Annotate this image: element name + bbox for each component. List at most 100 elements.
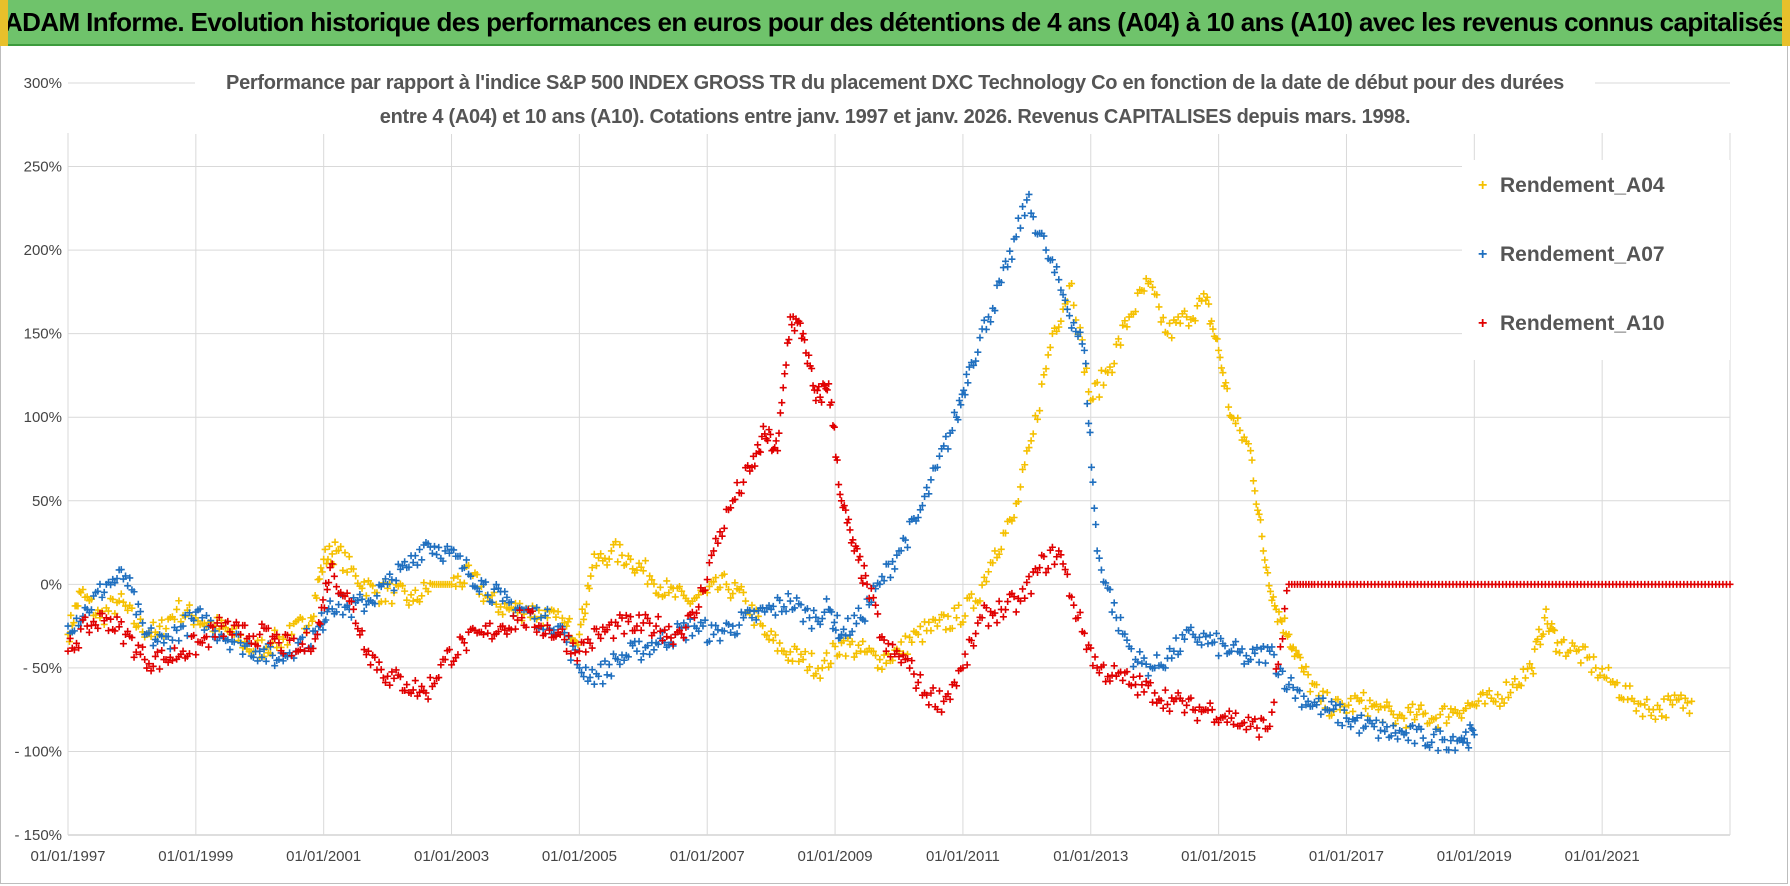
- data-point: [230, 638, 238, 646]
- data-point: [978, 581, 986, 589]
- data-point: [955, 601, 963, 609]
- data-point: [1255, 510, 1263, 518]
- data-point: [352, 619, 360, 627]
- data-point: [959, 664, 967, 672]
- data-point: [867, 598, 875, 606]
- data-point: [1677, 691, 1685, 699]
- data-point: [1436, 711, 1444, 719]
- data-point: [776, 596, 784, 604]
- data-point: [1270, 651, 1278, 659]
- data-point: [808, 649, 816, 657]
- data-point: [904, 655, 912, 663]
- data-point: [710, 630, 718, 638]
- data-point: [1432, 714, 1440, 722]
- data-point: [1470, 731, 1478, 739]
- data-point: [1411, 716, 1419, 724]
- data-point: [701, 586, 709, 594]
- data-point: [1304, 697, 1312, 705]
- data-point: [1195, 703, 1203, 711]
- data-point: [552, 632, 560, 640]
- data-point: [288, 652, 296, 660]
- data-point: [582, 648, 590, 656]
- data-point: [104, 607, 112, 615]
- y-tick-label: - 50%: [23, 660, 62, 677]
- data-point: [737, 489, 745, 497]
- data-point: [1232, 419, 1240, 427]
- data-point: [1507, 689, 1515, 697]
- data-point: [1029, 430, 1037, 438]
- data-point: [1149, 283, 1157, 291]
- data-point: [987, 318, 995, 326]
- data-point: [1070, 601, 1078, 609]
- data-point: [895, 653, 903, 661]
- data-point: [1181, 307, 1189, 315]
- x-tick-label: 01/01/1999: [158, 848, 233, 865]
- data-point: [145, 629, 153, 637]
- data-point: [963, 661, 971, 669]
- data-point: [845, 515, 853, 523]
- data-point: [283, 653, 291, 661]
- data-point: [1021, 594, 1029, 602]
- data-point: [837, 497, 845, 505]
- data-point: [460, 579, 468, 587]
- data-point: [1402, 729, 1410, 737]
- data-point: [989, 559, 997, 567]
- y-tick-label: 300%: [24, 75, 62, 92]
- data-point: [637, 626, 645, 634]
- data-point: [407, 591, 415, 599]
- data-point: [1161, 686, 1169, 694]
- data-point: [595, 630, 603, 638]
- data-point: [862, 572, 870, 580]
- data-point: [828, 398, 836, 406]
- data-point: [420, 579, 428, 587]
- data-point: [102, 614, 110, 622]
- data-point: [1252, 500, 1260, 508]
- data-point: [1019, 585, 1027, 593]
- data-point: [350, 594, 358, 602]
- data-point: [70, 619, 78, 627]
- data-point: [325, 579, 333, 587]
- data-point: [409, 686, 417, 694]
- data-point: [599, 623, 607, 631]
- data-point: [1087, 463, 1095, 471]
- data-point: [629, 642, 637, 650]
- data-point: [587, 572, 595, 580]
- data-point: [806, 663, 814, 671]
- data-point: [1234, 414, 1242, 422]
- data-point: [482, 622, 490, 630]
- data-point: [1042, 569, 1050, 577]
- data-point: [1279, 667, 1287, 675]
- data-point: [1517, 682, 1525, 690]
- data-point: [933, 622, 941, 630]
- data-point: [249, 632, 257, 640]
- data-point: [317, 564, 325, 572]
- data-point: [1347, 723, 1355, 731]
- data-point: [331, 538, 339, 546]
- data-point: [1264, 569, 1272, 577]
- data-point: [147, 667, 155, 675]
- data-point: [1236, 649, 1244, 657]
- data-point: [733, 479, 741, 487]
- data-point: [1287, 674, 1295, 682]
- data-point: [1479, 689, 1487, 697]
- data-point: [94, 587, 102, 595]
- data-point: [991, 547, 999, 555]
- data-point: [1023, 196, 1031, 204]
- data-point: [1100, 661, 1108, 669]
- data-point: [418, 682, 426, 690]
- data-point: [1168, 654, 1176, 662]
- data-point: [339, 566, 347, 574]
- data-point: [273, 631, 281, 639]
- data-point: [192, 651, 200, 659]
- data-point: [1104, 673, 1112, 681]
- data-point: [352, 572, 360, 580]
- data-point: [859, 579, 867, 587]
- data-point: [488, 635, 496, 643]
- data-point: [1080, 368, 1088, 376]
- data-point: [1630, 697, 1638, 705]
- data-point: [1213, 335, 1221, 343]
- data-point: [1362, 722, 1370, 730]
- data-point: [458, 583, 466, 591]
- x-tick-label: 01/01/2007: [670, 848, 745, 865]
- data-point: [1227, 647, 1235, 655]
